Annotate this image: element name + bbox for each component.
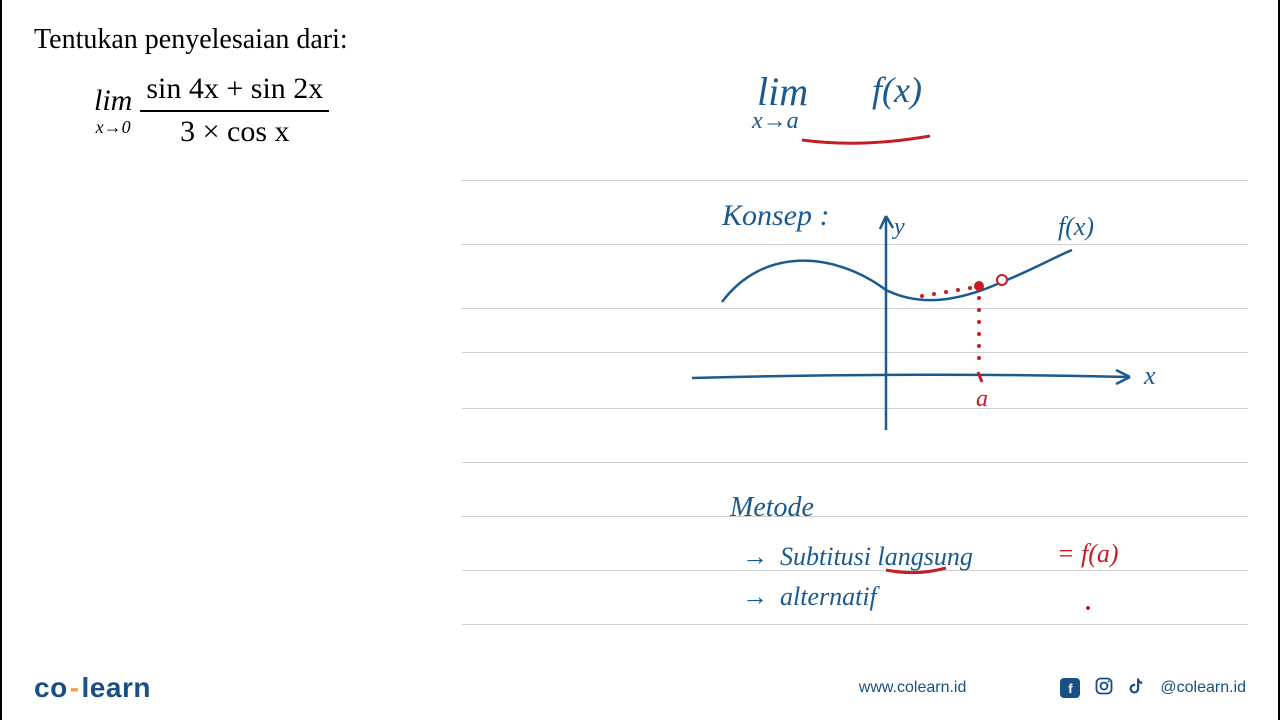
ruled-background xyxy=(32,176,1248,640)
numerator: sin 4x + sin 2x xyxy=(140,72,329,107)
facebook-icon: f xyxy=(1060,678,1080,698)
social-handle: @colearn.id xyxy=(1160,679,1246,697)
instagram-icon xyxy=(1094,676,1114,701)
page-container: Tentukan penyelesaian dari: lim x→0 sin … xyxy=(0,0,1280,720)
problem-title: Tentukan penyelesaian dari: xyxy=(34,24,1246,56)
limit-text: lim xyxy=(94,86,132,116)
footer: co-learn www.colearn.id f @colearn.id xyxy=(34,672,1246,704)
brand-logo: co-learn xyxy=(34,672,151,704)
fraction-bar xyxy=(140,110,329,112)
limit-subscript: x→0 xyxy=(96,118,131,136)
footer-right: www.colearn.id f @colearn.id xyxy=(859,676,1246,701)
denominator: 3 × cos x xyxy=(174,115,295,150)
brand-dash: - xyxy=(70,672,80,704)
brand-learn: learn xyxy=(82,672,151,703)
footer-url: www.colearn.id xyxy=(859,679,967,697)
tiktok-icon xyxy=(1128,676,1146,701)
limit-formula: lim x→0 sin 4x + sin 2x 3 × cos x xyxy=(94,72,1246,149)
brand-co: co xyxy=(34,672,68,703)
fraction: sin 4x + sin 2x 3 × cos x xyxy=(140,72,329,149)
limit-operator: lim x→0 xyxy=(94,86,132,136)
